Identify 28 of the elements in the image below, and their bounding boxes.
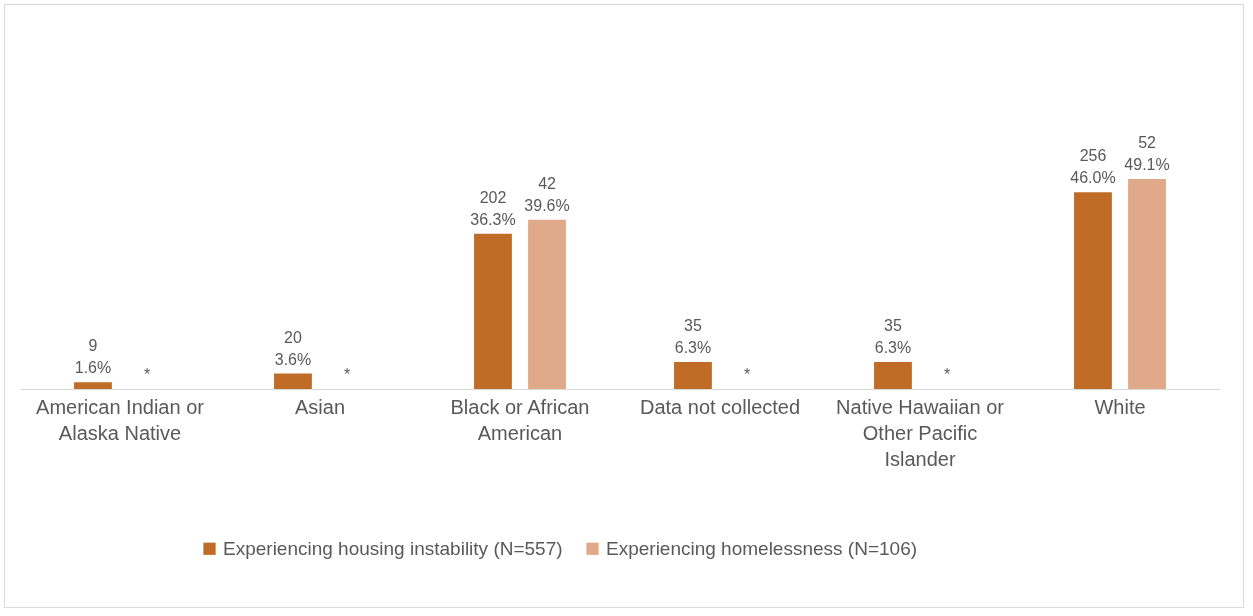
bar — [1074, 192, 1112, 389]
bar — [1128, 179, 1166, 389]
text: * — [343, 366, 351, 383]
bar — [274, 373, 312, 389]
x-tick-label: Data not collected — [639, 395, 801, 418]
data-label: 42 39.6% — [524, 174, 570, 214]
bar — [528, 219, 566, 389]
bar — [674, 362, 712, 389]
data-label: 9 1.6% — [74, 337, 112, 377]
data-label: 35 6.3% — [874, 317, 912, 357]
text: * — [943, 366, 951, 383]
bar — [874, 362, 912, 389]
text: * — [743, 366, 751, 383]
x-tick-label: Native Hawaiian or Other Pacific Islander — [836, 395, 1005, 470]
bar — [474, 233, 512, 389]
legend-label: Experiencing homelessness (N=106) — [606, 537, 918, 559]
data-label: 256 46.0% — [1070, 147, 1116, 187]
text: * — [143, 366, 151, 383]
bar — [74, 382, 112, 389]
x-tick-label: Black or African American — [450, 395, 590, 444]
data-label: 202 36.3% — [470, 188, 516, 228]
x-tick-label: American Indian or Alaska Native — [36, 395, 205, 444]
data-label: 20 3.6% — [274, 328, 312, 368]
legend-label: Experiencing housing instability (N=557) — [223, 537, 563, 559]
data-label: 52 49.1% — [1124, 134, 1170, 173]
data-label: 35 6.3% — [674, 317, 712, 357]
x-tick-label: White — [1094, 395, 1146, 418]
x-tick-label: Asian — [294, 395, 346, 418]
